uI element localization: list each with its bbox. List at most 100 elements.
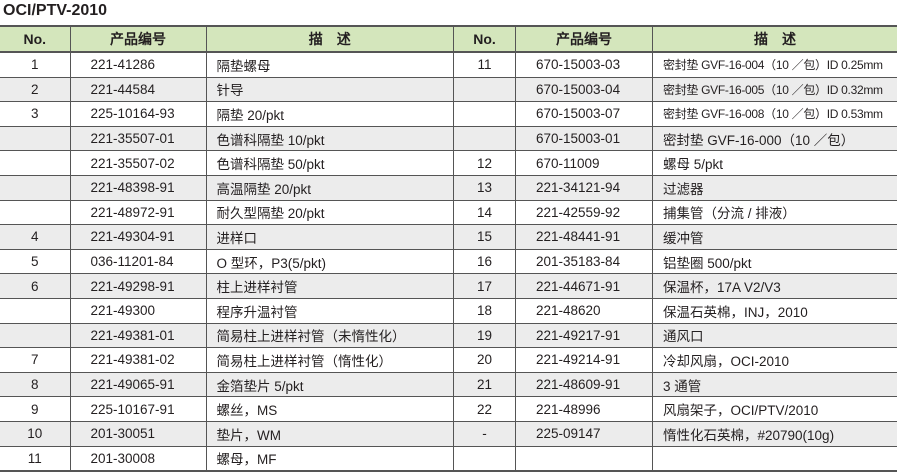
part-number: 225-10164-93 xyxy=(69,101,206,127)
description: 通风口 xyxy=(652,323,897,349)
table-row: 2 221-44584 针导 xyxy=(0,77,453,103)
part-number: 221-35507-02 xyxy=(69,150,206,176)
description: O 型环，P3(5/pkt) xyxy=(205,249,453,275)
description: 色谱科隔垫 50/pkt xyxy=(205,150,453,176)
table-row: 7 221-49381-02 简易柱上进样衬管（惰性化） xyxy=(0,347,453,373)
part-number: 221-48609-91 xyxy=(515,372,653,398)
header-no: No. xyxy=(453,25,516,53)
description: 进样口 xyxy=(205,224,453,250)
part-number: 221-49381-01 xyxy=(69,323,206,349)
item-number: 2 xyxy=(0,77,70,103)
table-row: 19 221-49217-91 通风口 xyxy=(453,323,897,349)
description: 简易柱上进样衬管（惰性化） xyxy=(205,347,453,373)
description: 螺母 5/pkt xyxy=(652,150,897,176)
header-desc: 描 述 xyxy=(652,25,897,53)
table-row: 20 221-49214-91 冷却风扇，OCI-2010 xyxy=(453,347,897,373)
item-number: - xyxy=(453,421,516,447)
item-number: 6 xyxy=(0,273,70,299)
item-number: 10 xyxy=(0,421,70,447)
item-number xyxy=(0,175,70,201)
part-number: 221-42559-92 xyxy=(515,200,653,226)
table-row: 8 221-49065-91 金箔垫片 5/pkt xyxy=(0,372,453,398)
item-number: 14 xyxy=(453,200,516,226)
table-row: 13 221-34121-94 过滤器 xyxy=(453,175,897,201)
table-row: 22 221-48996 风扇架子，OCI/PTV/2010 xyxy=(453,396,897,422)
table-row: 14 221-42559-92 捕集管（分流 / 排液） xyxy=(453,200,897,226)
table-row: 11 670-15003-03 密封垫 GVF-16-004（10 ／包）ID 0.… xyxy=(453,52,897,78)
description: 风扇架子，OCI/PTV/2010 xyxy=(652,396,897,422)
item-number xyxy=(453,77,516,103)
part-number: 221-49214-91 xyxy=(515,347,653,373)
description: 冷却风扇，OCI-2010 xyxy=(652,347,897,373)
item-number: 8 xyxy=(0,372,70,398)
table-row: 21 221-48609-91 3 通管 xyxy=(453,372,897,398)
part-number: 670-15003-01 xyxy=(515,126,653,152)
part-number: 221-44584 xyxy=(69,77,206,103)
item-number: 11 xyxy=(453,52,516,78)
part-number: 221-48620 xyxy=(515,298,653,324)
description: 隔垫螺母 xyxy=(205,52,453,78)
table-row: 670-15003-07 密封垫 GVF-16-008（10 ／包）ID 0.53… xyxy=(453,101,897,127)
table-header: No. 产品编号 描 述 xyxy=(453,25,897,53)
part-number: 201-35183-84 xyxy=(515,249,653,275)
header-code: 产品编号 xyxy=(69,25,206,53)
item-number: 13 xyxy=(453,175,516,201)
item-number: 5 xyxy=(0,249,70,275)
description: 柱上进样衬管 xyxy=(205,273,453,299)
item-number xyxy=(0,298,70,324)
description: 垫片，WM xyxy=(205,421,453,447)
item-number: 19 xyxy=(453,323,516,349)
item-number xyxy=(453,126,516,152)
page-title: OCI/PTV-2010 xyxy=(3,2,108,19)
description: 密封垫 GVF-16-005（10 ／包）ID 0.32mm xyxy=(652,77,897,103)
description: 程序升温衬管 xyxy=(205,298,453,324)
table-row: 221-49381-01 简易柱上进样衬管（未惰性化） xyxy=(0,323,453,349)
table-row: 12 670-11009 螺母 5/pkt xyxy=(453,150,897,176)
table-row: 221-35507-01 色谱科隔垫 10/pkt xyxy=(0,126,453,152)
part-number: 221-48972-91 xyxy=(69,200,206,226)
description: 保温杯，17A V2/V3 xyxy=(652,273,897,299)
description: 螺丝，MS xyxy=(205,396,453,422)
part-number: 225-09147 xyxy=(515,421,653,447)
header-desc: 描 述 xyxy=(205,25,453,53)
part-number: 221-48398-91 xyxy=(69,175,206,201)
description: 铝垫圈 500/pkt xyxy=(652,249,897,275)
description: 金箔垫片 5/pkt xyxy=(205,372,453,398)
part-number: 221-41286 xyxy=(69,52,206,78)
description: 简易柱上进样衬管（未惰性化） xyxy=(205,323,453,349)
table-row: 5 036-11201-84 O 型环，P3(5/pkt) xyxy=(0,249,453,275)
table-row: 221-48972-91 耐久型隔垫 20/pkt xyxy=(0,200,453,226)
item-number xyxy=(453,446,516,472)
part-number: 670-15003-07 xyxy=(515,101,653,127)
item-number: 20 xyxy=(453,347,516,373)
item-number xyxy=(0,126,70,152)
table-row xyxy=(453,446,897,472)
table-row: 4 221-49304-91 进样口 xyxy=(0,224,453,250)
part-number: 670-15003-03 xyxy=(515,52,653,78)
part-number: 201-30051 xyxy=(69,421,206,447)
description: 隔垫 20/pkt xyxy=(205,101,453,127)
description: 耐久型隔垫 20/pkt xyxy=(205,200,453,226)
table-row: 16 201-35183-84 铝垫圈 500/pkt xyxy=(453,249,897,275)
table-row: 15 221-48441-91 缓冲管 xyxy=(453,224,897,250)
part-number: 221-48441-91 xyxy=(515,224,653,250)
item-number: 11 xyxy=(0,446,70,472)
item-number: 22 xyxy=(453,396,516,422)
part-number: 221-44671-91 xyxy=(515,273,653,299)
description: 捕集管（分流 / 排液） xyxy=(652,200,897,226)
part-number: 221-34121-94 xyxy=(515,175,653,201)
part-number: 670-11009 xyxy=(515,150,653,176)
table-row: 11 201-30008 螺母，MF xyxy=(0,446,453,472)
item-number: 4 xyxy=(0,224,70,250)
table-row: 6 221-49298-91 柱上进样衬管 xyxy=(0,273,453,299)
table-row: 10 201-30051 垫片，WM xyxy=(0,421,453,447)
item-number: 3 xyxy=(0,101,70,127)
description: 缓冲管 xyxy=(652,224,897,250)
table-row: -225-09147 惰性化石英棉，#20790(10g) xyxy=(453,421,897,447)
table-row: 3 225-10164-93 隔垫 20/pkt xyxy=(0,101,453,127)
item-number: 17 xyxy=(453,273,516,299)
description: 针导 xyxy=(205,77,453,103)
item-number: 15 xyxy=(453,224,516,250)
table-row: 18 221-48620 保温石英棉，INJ，2010 xyxy=(453,298,897,324)
item-number: 18 xyxy=(453,298,516,324)
